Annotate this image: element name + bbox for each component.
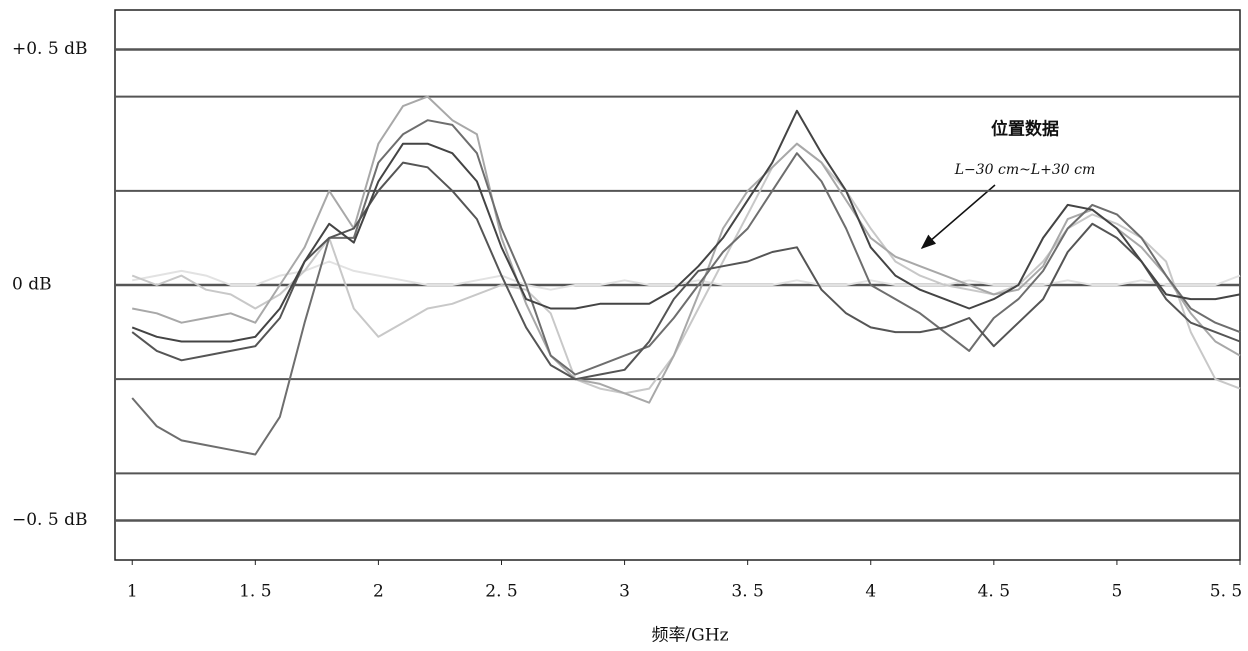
data-line: [131, 119, 1241, 456]
x-axis-label: 频率/GHz: [651, 626, 728, 646]
y-tick-label: 0 dB: [12, 275, 52, 295]
annotation-title: 位置数据: [991, 119, 1059, 140]
x-tick-label: 4: [865, 582, 876, 602]
data-line: [132, 95, 1241, 404]
annotation-arrow: [920, 184, 996, 249]
x-tick-label: 2. 5: [485, 582, 517, 602]
x-tick-label: 3: [619, 582, 630, 602]
data-line: [132, 260, 1241, 291]
data-line: [131, 161, 1241, 381]
y-tick-label: +0. 5 dB: [12, 39, 87, 59]
y-tick-label: −0. 5 dB: [12, 510, 87, 530]
x-tick-label: 1: [127, 582, 138, 602]
x-tick-label: 4. 5: [978, 582, 1010, 602]
x-tick-label: 5. 5: [1210, 582, 1242, 602]
annotation-range: L−30 cm~L+30 cm: [954, 162, 1096, 178]
x-tick-label: 2: [373, 582, 384, 602]
data-line: [131, 142, 1241, 395]
x-tick-label: 3. 5: [731, 582, 763, 602]
data-line: [131, 109, 1241, 343]
x-tick-label: 1. 5: [239, 582, 271, 602]
x-tick-label: 5: [1112, 582, 1123, 602]
